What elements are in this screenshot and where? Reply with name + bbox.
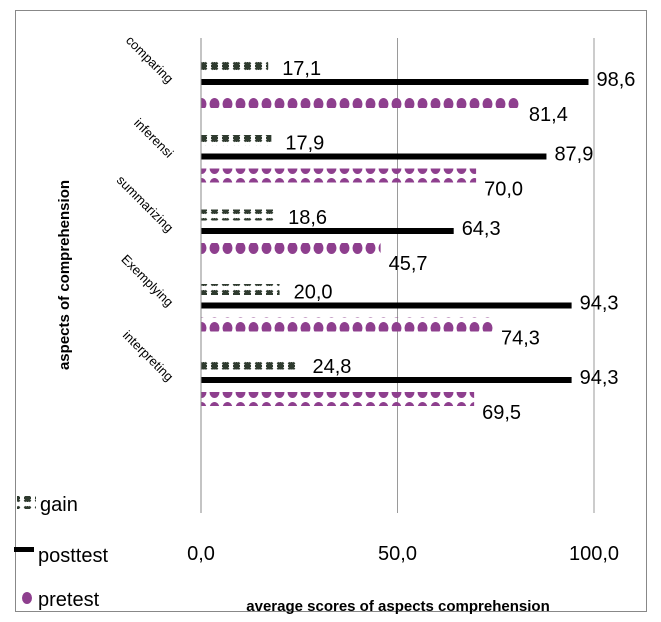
category-label: Exemplying (118, 251, 176, 309)
bar-gain (201, 358, 299, 370)
legend-swatch-gain (17, 496, 36, 509)
data-label-pretest: 69,5 (482, 402, 521, 424)
legend-swatch-pretest (22, 592, 32, 604)
bar-pretest (201, 317, 493, 332)
x-tick-label: 0,0 (187, 543, 215, 565)
data-label-posttest: 87,9 (554, 144, 593, 166)
bars (201, 60, 589, 406)
category-labels: comparing inferensi summarizing Exemplying i… (114, 33, 177, 385)
bar-posttest (201, 153, 547, 160)
legend-swatch-posttest (14, 547, 34, 552)
category-label: interpreting (120, 328, 177, 385)
bar-pretest (201, 168, 477, 183)
legend-item-pretest: pretest (22, 589, 100, 611)
bar-posttest (201, 302, 572, 309)
data-label-pretest: 74,3 (501, 328, 540, 350)
legend-label-pretest: pretest (38, 589, 100, 611)
chart-frame (15, 10, 647, 612)
bar-gain (201, 60, 269, 72)
data-label-gain: 18,6 (288, 207, 327, 229)
bar-gain (201, 209, 275, 221)
y-axis-label: aspects of comprehension (56, 180, 73, 370)
legend: gain posttest pretest (14, 494, 108, 611)
data-label-posttest: 64,3 (462, 218, 501, 240)
data-label-gain: 24,8 (312, 356, 351, 378)
legend-item-posttest: posttest (14, 545, 108, 567)
x-axis-label: average scores of aspects comprehension (246, 598, 549, 615)
data-label-posttest: 94,3 (580, 293, 619, 315)
category-label: summarizing (114, 172, 177, 235)
legend-item-gain: gain (17, 494, 78, 516)
data-label-posttest: 98,6 (596, 69, 635, 91)
data-label-pretest: 81,4 (529, 104, 568, 126)
x-tick-label: 100,0 (569, 543, 619, 565)
bar-pretest (201, 94, 521, 108)
data-label-posttest: 94,3 (580, 367, 619, 389)
legend-label-posttest: posttest (38, 545, 108, 567)
data-label-gain: 17,1 (282, 58, 321, 80)
data-label-gain: 20,0 (294, 282, 333, 304)
bar-pretest (201, 392, 475, 406)
value-labels: 17,1 98,6 81,4 17,9 87,9 70,0 18,6 64,3 45,7 20,0… (282, 58, 635, 424)
legend-label-gain: gain (40, 494, 78, 516)
gridlines (397, 38, 595, 513)
x-ticks: 0,0 50,0 100,0 (187, 543, 619, 565)
bar-posttest (201, 228, 454, 234)
data-label-pretest: 70,0 (484, 179, 523, 201)
category-label: comparing (123, 33, 177, 87)
bar-gain (201, 135, 272, 146)
bar-posttest (201, 79, 589, 85)
bar-posttest (201, 377, 572, 383)
data-label-gain: 17,9 (285, 133, 324, 155)
bar-gain (201, 284, 280, 295)
data-label-pretest: 45,7 (389, 253, 428, 275)
x-tick-label: 50,0 (378, 543, 417, 565)
bar-pretest (201, 243, 381, 257)
category-label: inferensi (131, 115, 176, 160)
